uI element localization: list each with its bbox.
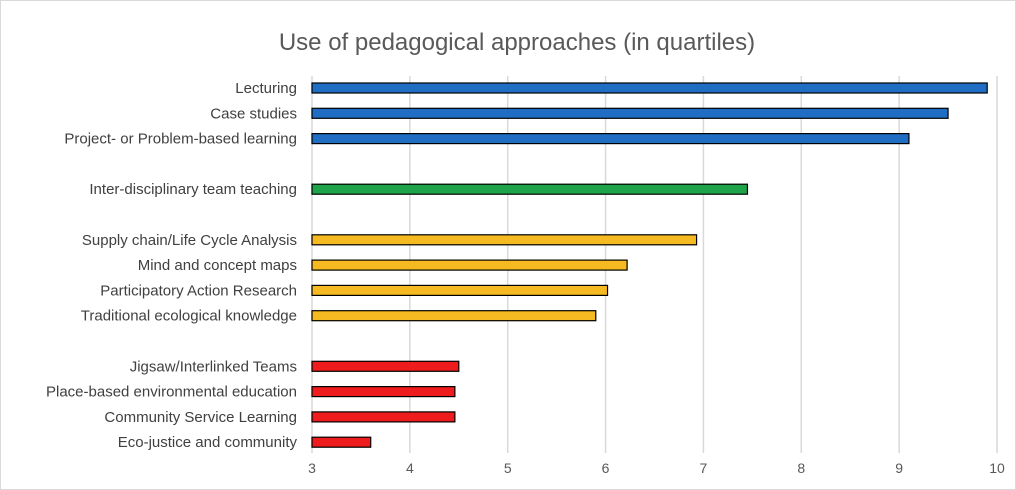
bar-supply-chain-life-cycle-analysis <box>311 234 698 246</box>
category-label-inter-disciplinary-team-teaching: Inter-disciplinary team teaching <box>89 181 297 198</box>
x-tick-label-9: 9 <box>895 460 903 476</box>
x-tick-label-6: 6 <box>602 460 610 476</box>
bar-lecturing <box>311 82 988 94</box>
bar-traditional-ecological-knowledge <box>311 310 597 322</box>
bar-inter-disciplinary-team-teaching <box>311 183 749 195</box>
bar-place-based-environmental-education <box>311 386 456 398</box>
category-label-lecturing: Lecturing <box>235 80 297 97</box>
bar-community-service-learning <box>311 411 456 423</box>
category-label-mind-and-concept-maps: Mind and concept maps <box>138 257 297 274</box>
bar-eco-justice-and-community <box>311 436 372 448</box>
category-label-participatory-action-research: Participatory Action Research <box>100 282 297 299</box>
chart-title: Use of pedagogical approaches (in quarti… <box>279 29 755 56</box>
category-label-supply-chain-life-cycle-analysis: Supply chain/Life Cycle Analysis <box>82 232 297 249</box>
category-label-project-or-problem-based-learning: Project- or Problem-based learning <box>64 131 297 148</box>
category-label-community-service-learning: Community Service Learning <box>104 409 297 426</box>
bars <box>311 82 988 448</box>
x-tick-label-5: 5 <box>504 460 512 476</box>
category-label-traditional-ecological-knowledge: Traditional ecological knowledge <box>81 308 297 325</box>
x-tick-label-4: 4 <box>406 460 414 476</box>
category-label-jigsaw-interlinked-teams: Jigsaw/Interlinked Teams <box>130 358 297 375</box>
bar-participatory-action-research <box>311 284 609 296</box>
category-label-eco-justice-and-community: Eco-justice and community <box>118 434 298 451</box>
x-tick-labels: 3 4 5 6 7 8 9 10 <box>308 460 1005 476</box>
bar-mind-and-concept-maps <box>311 259 628 271</box>
bar-jigsaw-interlinked-teams <box>311 360 460 372</box>
x-tick-label-10: 10 <box>989 460 1005 476</box>
x-tick-label-3: 3 <box>308 460 316 476</box>
category-labels: Lecturing Case studies Project- or Problem… <box>46 80 297 451</box>
x-tick-label-7: 7 <box>700 460 708 476</box>
category-label-case-studies: Case studies <box>210 105 297 122</box>
bar-case-studies <box>311 107 949 119</box>
category-label-place-based-environmental-education: Place-based environmental education <box>46 384 297 401</box>
x-tick-label-8: 8 <box>797 460 805 476</box>
bar-project-or-problem-based-learning <box>311 133 910 145</box>
